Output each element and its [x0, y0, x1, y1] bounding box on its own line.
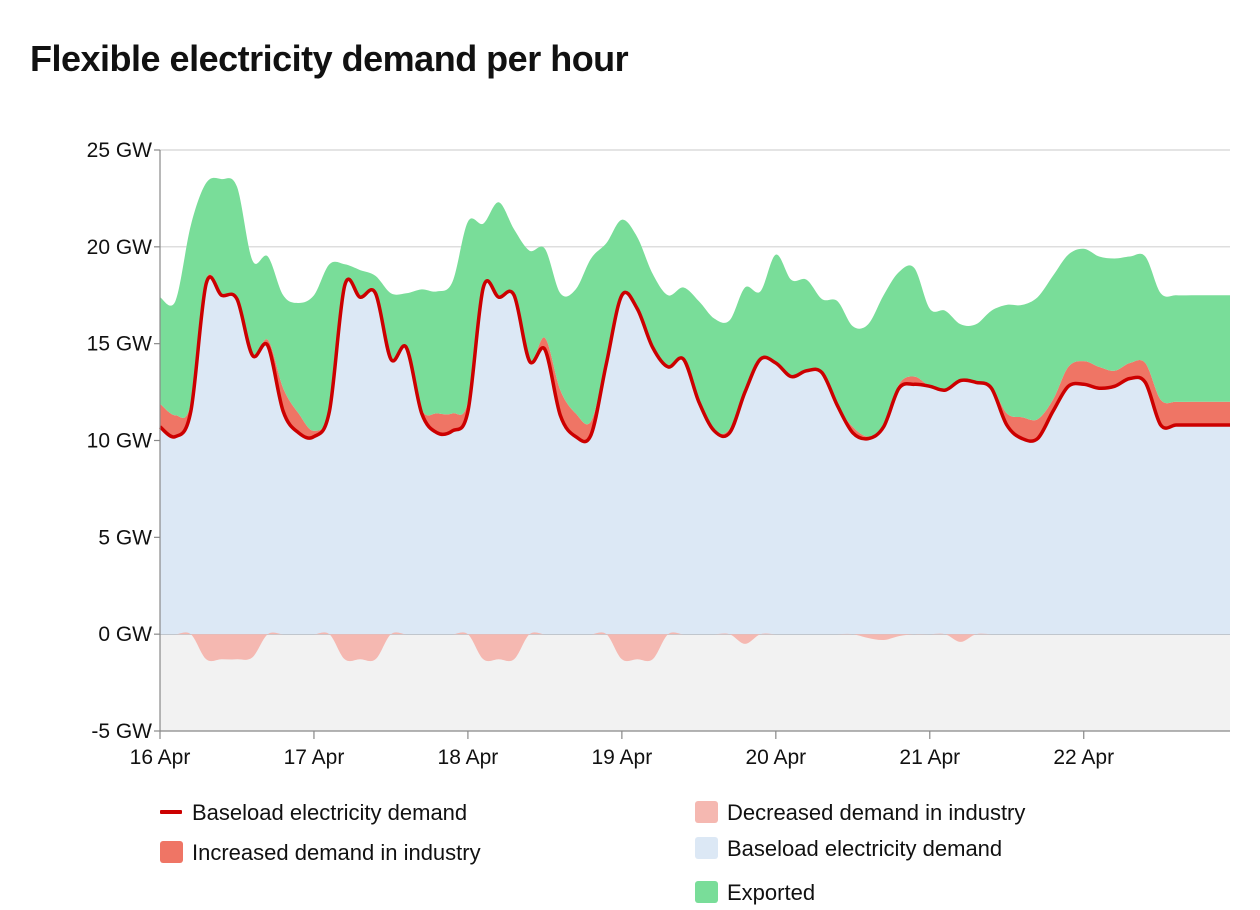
baseload-line	[158, 275, 1230, 444]
x-tick-label: 20 Apr	[745, 746, 806, 769]
y-tick-label: 20 GW	[87, 236, 153, 259]
legend-item-decreased[interactable]: Decreased demand in industry	[695, 800, 1025, 825]
negative-band	[160, 634, 1230, 731]
x-tick-label: 18 Apr	[438, 746, 499, 769]
x-tick-label: 19 Apr	[592, 746, 653, 769]
legend[interactable]: Baseload electricity demand Increased dem…	[160, 800, 1025, 905]
legend-item-baseload-line[interactable]: Baseload electricity demand	[160, 800, 467, 825]
legend-item-baseload-area[interactable]: Baseload electricity demand	[695, 836, 1002, 861]
y-tick-label: 25 GW	[87, 139, 153, 162]
legend-swatch	[160, 810, 182, 814]
legend-swatch	[695, 881, 718, 903]
legend-item-exported[interactable]: Exported	[695, 880, 815, 905]
chart-title: Flexible electricity demand per hour	[30, 38, 629, 79]
y-axis: 25 GW 20 GW 15 GW 10 GW 5 GW 0 GW -5 GW	[87, 139, 160, 743]
y-tick-label: 5 GW	[98, 526, 152, 549]
legend-label: Decreased demand in industry	[727, 800, 1025, 825]
legend-label: Increased demand in industry	[192, 840, 481, 865]
baseload-area	[160, 276, 1230, 635]
legend-label: Baseload electricity demand	[727, 836, 1002, 861]
legend-label: Baseload electricity demand	[192, 800, 467, 825]
legend-swatch	[160, 841, 183, 863]
x-tick-label: 21 Apr	[899, 746, 960, 769]
exported-area	[160, 177, 1230, 437]
y-tick-label: -5 GW	[91, 720, 152, 743]
legend-swatch	[695, 801, 718, 823]
legend-label: Exported	[727, 880, 815, 905]
x-tick-label: 22 Apr	[1053, 746, 1114, 769]
x-tick-label: 16 Apr	[130, 746, 191, 769]
legend-swatch	[695, 837, 718, 859]
y-tick-label: 0 GW	[98, 623, 152, 646]
x-tick-label: 17 Apr	[284, 746, 345, 769]
y-tick-label: 15 GW	[87, 333, 153, 356]
decreased-demand-area	[160, 632, 1230, 662]
legend-item-increased[interactable]: Increased demand in industry	[160, 840, 481, 865]
y-tick-label: 10 GW	[87, 430, 153, 453]
